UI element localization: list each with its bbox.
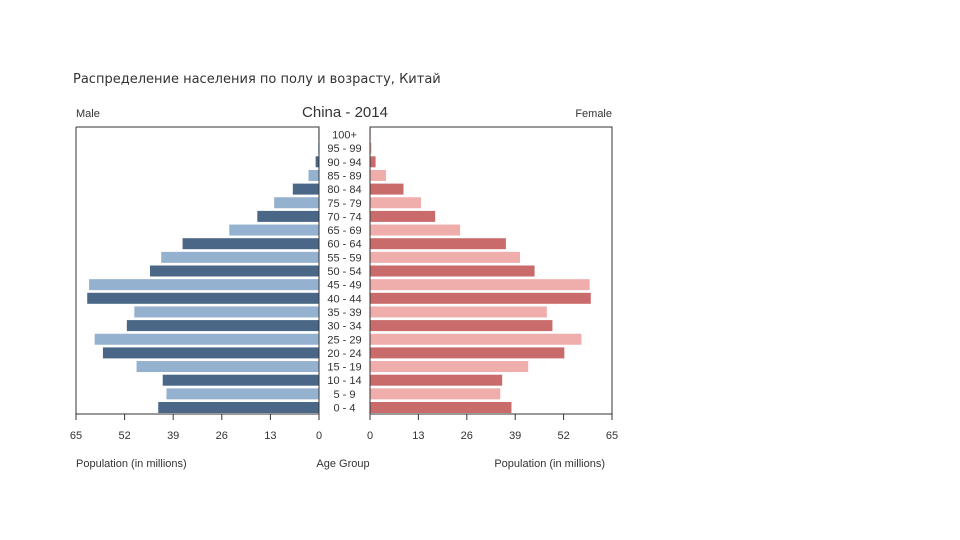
female-bar-0-4: [370, 402, 512, 413]
female-label: Female: [575, 108, 612, 120]
age-label-90-94: 90 - 94: [327, 157, 361, 169]
male-bar-65-69: [229, 224, 319, 236]
female-bar-80-84: [370, 183, 404, 195]
age-label-45-49: 45 - 49: [327, 280, 361, 292]
female-bar-85-89: [370, 169, 387, 181]
age-label-30-34: 30 - 34: [327, 321, 361, 333]
female-panel-border: [369, 126, 613, 414]
female-bar-55-59: [370, 251, 521, 263]
female-tick-label-13: 13: [412, 430, 424, 442]
age-label-40-44: 40 - 44: [327, 293, 361, 305]
age-label-25-29: 25 - 29: [327, 334, 361, 346]
male-tick-label-13: 13: [264, 430, 276, 442]
age-label-65-69: 65 - 69: [327, 225, 361, 237]
chart-title: China - 2014: [302, 104, 388, 121]
female-bar-25-29: [370, 333, 582, 345]
female-ticks: 0 13 26 39 52 65: [367, 414, 618, 442]
male-bar-60-64: [182, 238, 319, 250]
male-bars: [87, 129, 319, 413]
female-tick-label-52: 52: [557, 430, 569, 442]
female-bar-95-99: [370, 142, 372, 154]
male-panel-border: [76, 126, 320, 414]
age-label-80-84: 80 - 84: [327, 184, 361, 196]
female-bar-75-79: [370, 197, 422, 209]
male-bar-55-59: [161, 251, 319, 263]
female-bar-90-94: [370, 156, 376, 168]
male-bar-45-49: [89, 279, 319, 291]
male-bar-75-79: [274, 197, 319, 209]
female-bar-40-44: [370, 292, 591, 304]
female-x-axis-label: Population (in millions): [494, 458, 605, 470]
male-bar-90-94: [315, 156, 319, 168]
age-label-75-79: 75 - 79: [327, 198, 361, 210]
female-tick-label-26: 26: [461, 430, 473, 442]
age-label-0-4: 0 - 4: [333, 403, 355, 415]
female-bar-5-9: [370, 388, 501, 400]
male-bar-5-9: [166, 388, 319, 400]
female-tick-label-39: 39: [509, 430, 521, 442]
male-bar-20-24: [102, 347, 319, 359]
age-label-50-54: 50 - 54: [327, 266, 361, 278]
age-label-100+: 100+: [332, 130, 357, 142]
age-label-10-14: 10 - 14: [327, 375, 361, 387]
male-x-axis-label: Population (in millions): [76, 458, 187, 470]
male-bar-85-89: [308, 169, 319, 181]
female-bar-30-34: [370, 320, 553, 332]
female-bar-10-14: [370, 374, 503, 386]
male-bar-70-74: [257, 210, 319, 222]
male-bar-80-84: [292, 183, 319, 195]
female-bar-45-49: [370, 279, 590, 291]
male-bar-25-29: [94, 333, 319, 345]
female-bar-20-24: [370, 347, 565, 359]
female-bars: [370, 129, 591, 413]
male-bar-50-54: [150, 265, 319, 277]
age-label-35-39: 35 - 39: [327, 307, 361, 319]
male-bar-35-39: [134, 306, 319, 318]
male-bar-30-34: [126, 320, 319, 332]
age-label-5-9: 5 - 9: [333, 389, 355, 401]
age-group-axis-label: Age Group: [316, 458, 369, 470]
male-bar-10-14: [162, 374, 319, 386]
male-tick-label-65: 65: [70, 430, 82, 442]
female-bar-70-74: [370, 210, 436, 222]
female-tick-label-0: 0: [367, 430, 373, 442]
male-tick-label-39: 39: [167, 430, 179, 442]
male-tick-label-26: 26: [216, 430, 228, 442]
male-bar-0-4: [158, 402, 319, 413]
age-label-70-74: 70 - 74: [327, 211, 361, 223]
female-bar-50-54: [370, 265, 535, 277]
age-label-60-64: 60 - 64: [327, 239, 361, 251]
male-label: Male: [76, 108, 100, 120]
female-tick-label-65: 65: [606, 430, 618, 442]
female-bar-35-39: [370, 306, 547, 318]
male-bar-15-19: [136, 361, 319, 373]
male-bar-40-44: [87, 292, 319, 304]
male-tick-label-52: 52: [118, 430, 130, 442]
female-bar-60-64: [370, 238, 506, 250]
female-bar-15-19: [370, 361, 529, 373]
age-label-55-59: 55 - 59: [327, 252, 361, 264]
female-bar-65-69: [370, 224, 461, 236]
male-ticks: 65 52 39 26 13 0: [70, 414, 322, 442]
age-label-85-89: 85 - 89: [327, 170, 361, 182]
age-label-95-99: 95 - 99: [327, 143, 361, 155]
age-label-20-24: 20 - 24: [327, 348, 361, 360]
age-label-15-19: 15 - 19: [327, 362, 361, 374]
male-tick-label-0: 0: [316, 430, 322, 442]
slide-title: Распределение населения по полу и возрас…: [73, 72, 441, 87]
